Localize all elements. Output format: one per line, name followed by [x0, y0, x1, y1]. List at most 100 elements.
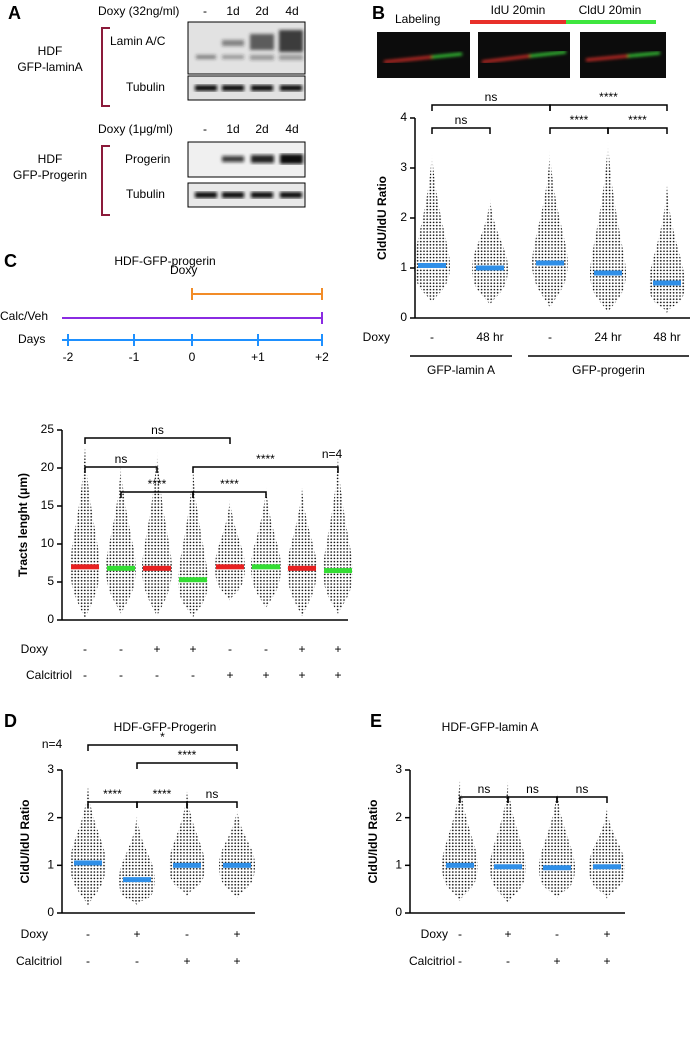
- dot-swarm: [251, 487, 281, 609]
- row-value: +: [189, 642, 196, 656]
- pulse-label: CldU 20min: [579, 3, 642, 17]
- significance-bracket: [607, 127, 668, 134]
- row-value: +: [133, 927, 140, 941]
- labeling-scheme: Labeling IdU 20min CldU 20min: [377, 3, 666, 78]
- chart-title: HDF-GFP-Progerin: [114, 720, 217, 734]
- median-bar: [252, 564, 280, 570]
- significance-bracket: [549, 127, 609, 134]
- dot-swarm: [287, 487, 317, 617]
- y-tick-label: 20: [41, 460, 55, 474]
- track-line: [62, 334, 323, 346]
- significance-bracket: [87, 744, 238, 751]
- row-value: -: [430, 330, 434, 344]
- dot-swarm: [472, 198, 508, 306]
- row-value: 24 hr: [594, 330, 621, 344]
- row-value: +: [334, 642, 341, 656]
- track-line: [62, 312, 323, 324]
- labeling-title: Labeling: [395, 12, 440, 26]
- significance-bracket: [186, 801, 238, 808]
- treatment: Doxy (32ng/ml): [98, 4, 179, 18]
- y-tick-label: 1: [47, 858, 54, 872]
- dot-swarm: [70, 786, 106, 906]
- y-tick-label: 5: [47, 574, 54, 588]
- row-label: Calcitriol: [409, 954, 455, 968]
- median-bar: [74, 860, 102, 866]
- cell-line: GFP-Progerin: [13, 168, 87, 182]
- protein: Lamin A/C: [110, 34, 166, 48]
- annotation: n=4: [42, 737, 63, 751]
- median-bar: [288, 565, 316, 571]
- significance-bracket: [556, 796, 608, 803]
- median-bar: [653, 280, 681, 286]
- significance-label: ****: [570, 113, 589, 127]
- y-tick-label: 0: [47, 905, 54, 919]
- row-value: +: [233, 927, 240, 941]
- significance-bracket: [192, 466, 339, 473]
- dot-swarm: [442, 779, 478, 902]
- median-bar: [143, 565, 171, 571]
- significance-label: ****: [153, 787, 172, 801]
- y-tick-label: 15: [41, 498, 55, 512]
- y-axis-label: CldU/IdU Ratio: [18, 800, 32, 884]
- row-value: -: [155, 668, 159, 682]
- significance-bracket: [431, 104, 551, 111]
- dot-swarm: [169, 791, 205, 897]
- row-value: -: [83, 642, 87, 656]
- dot-swarm: [142, 449, 172, 617]
- significance-label: ns: [485, 90, 498, 104]
- dot-swarm: [539, 789, 575, 899]
- y-tick-label: 4: [400, 110, 407, 124]
- y-tick-label: 25: [41, 422, 55, 436]
- track-label: Doxy: [170, 263, 197, 277]
- day-label: -1: [129, 350, 140, 364]
- row-value: -: [191, 668, 195, 682]
- y-axis-label: Tracts lenght (μm): [16, 473, 30, 577]
- dot-swarm: [119, 815, 155, 906]
- significance-label: ****: [599, 90, 618, 104]
- protein: Progerin: [125, 152, 170, 166]
- row-label: Doxy: [21, 642, 48, 656]
- lane: 4d: [285, 122, 298, 136]
- median-bar: [179, 577, 207, 583]
- y-tick-label: 2: [395, 810, 402, 824]
- treatment: Doxy (1μg/ml): [98, 122, 173, 136]
- dot-swarm: [323, 456, 353, 614]
- significance-label: ns: [526, 782, 539, 796]
- significance-label: ns: [206, 787, 219, 801]
- significance-bracket: [136, 762, 238, 769]
- median-bar: [324, 568, 352, 574]
- timeline-title: HDF-GFP-progerin: [114, 254, 215, 268]
- dot-swarm: [414, 150, 450, 303]
- row-label: Doxy: [21, 927, 48, 941]
- y-tick-label: 10: [41, 536, 55, 550]
- lane: 2d: [255, 122, 268, 136]
- y-tick-label: 3: [47, 762, 54, 776]
- median-bar: [543, 865, 571, 871]
- median-bar: [223, 862, 251, 868]
- row-value: -: [548, 330, 552, 344]
- y-tick-label: 0: [400, 310, 407, 324]
- significance-bracket: [507, 796, 558, 803]
- day-label: +2: [315, 350, 329, 364]
- timeline: HDF-GFP-progerin Doxy Calc/Veh Days -2 -…: [0, 254, 329, 364]
- annotation: n=4: [322, 447, 343, 461]
- row-value: -: [135, 954, 139, 968]
- significance-label: ****: [148, 477, 167, 491]
- significance-label: ****: [220, 477, 239, 491]
- panel-label: E: [370, 711, 382, 731]
- cell-line: GFP-laminA: [17, 60, 82, 74]
- group-label: GFP-lamin A: [427, 363, 495, 377]
- significance-bracket: [136, 801, 188, 808]
- dot-swarm: [649, 185, 685, 313]
- row-value: -: [83, 668, 87, 682]
- row-value: +: [334, 668, 341, 682]
- panel-label: B: [372, 3, 385, 23]
- y-tick-label: 0: [395, 905, 402, 919]
- significance-label: ns: [455, 113, 468, 127]
- significance-label: ns: [576, 782, 589, 796]
- significance-label: *: [160, 730, 165, 744]
- lane: -: [203, 122, 207, 136]
- bracket: [101, 145, 110, 216]
- significance-label: ****: [628, 113, 647, 127]
